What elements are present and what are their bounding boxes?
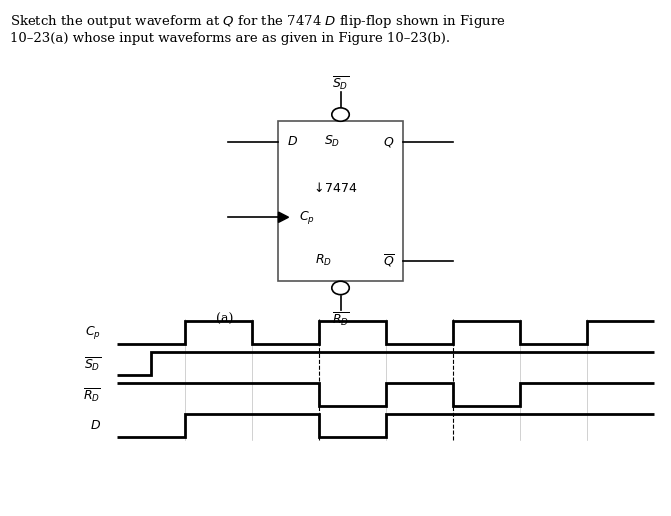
Text: $R_D$: $R_D$ — [315, 253, 332, 268]
Text: $\overline{R_D}$: $\overline{R_D}$ — [331, 311, 350, 328]
Polygon shape — [278, 212, 289, 222]
Text: $\overline{S_D}$: $\overline{S_D}$ — [84, 355, 101, 373]
Text: $S_D$: $S_D$ — [324, 134, 340, 150]
Text: $\overline{Q}$: $\overline{Q}$ — [382, 252, 395, 269]
Text: $C_p$: $C_p$ — [299, 209, 315, 225]
Text: $D$: $D$ — [287, 135, 297, 149]
Text: $\overline{R_D}$: $\overline{R_D}$ — [83, 386, 101, 404]
Text: (a): (a) — [216, 313, 234, 326]
Circle shape — [331, 281, 349, 295]
Text: Sketch the output waveform at $Q$ for the 7474 $D$ flip-flop shown in Figure
10–: Sketch the output waveform at $Q$ for th… — [10, 13, 505, 45]
Text: $C_p$: $C_p$ — [85, 325, 101, 341]
Text: $\overline{S_D}$: $\overline{S_D}$ — [332, 74, 349, 92]
Text: $\downarrow\!7474$: $\downarrow\!7474$ — [311, 182, 358, 196]
Circle shape — [331, 108, 349, 121]
Text: $Q$: $Q$ — [383, 135, 395, 149]
Text: $D$: $D$ — [90, 419, 101, 432]
Bar — [278, 121, 403, 281]
